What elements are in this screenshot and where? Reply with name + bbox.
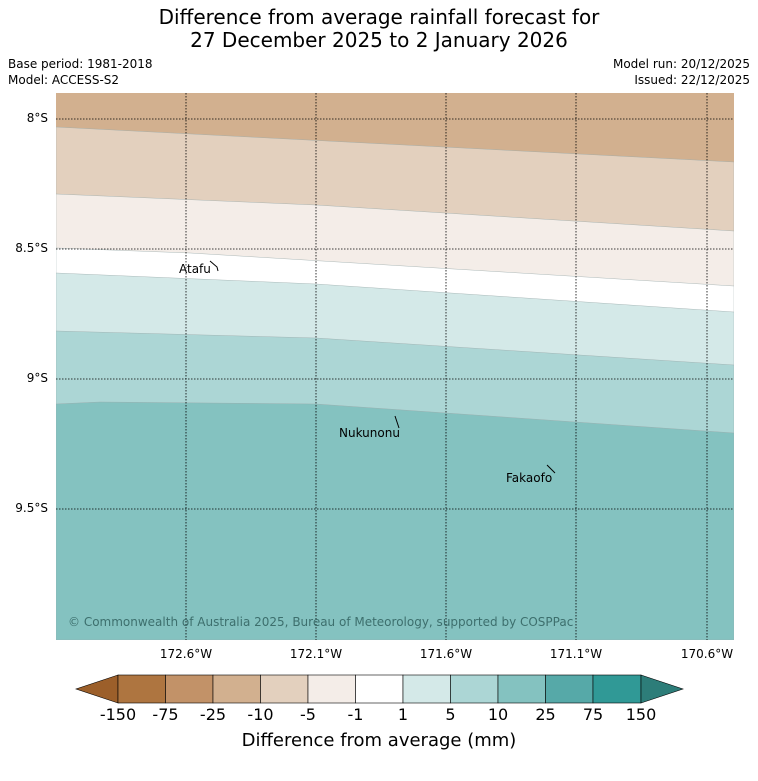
colorbar-segment-11 [592,674,642,704]
colorbar-segment-5 [307,674,356,704]
issued-date: Issued: 22/12/2025 [634,73,750,87]
lon-label-171-6w: 171.6°W [419,647,473,661]
lat-label-9s: 9°S [26,371,48,385]
colorbar-segment-6 [355,674,404,704]
colorbar [75,674,684,704]
colorbar-segment-1 [117,674,166,704]
graticule [56,93,734,640]
lat-label-8-5s: 8.5°S [15,241,48,255]
colorbar-segment-2 [165,674,214,704]
colorbar-high-arrow [640,674,684,704]
title-line-1: Difference from average rainfall forecas… [158,5,600,29]
lat-label-8s: 8°S [26,111,48,125]
lon-label-172-6w: 172.6°W [159,647,213,661]
colorbar-segment-7 [402,674,451,704]
lon-label-170-6w: 170.6°W [680,647,734,661]
colorbar-tick-1: -150 [99,705,137,724]
band-7 [56,401,734,640]
copyright-notice: © Commonwealth of Australia 2025, Bureau… [68,615,573,629]
place-label-nukunonu: Nukunonu [339,426,400,440]
place-label-fakaofo: Fakaofo [506,471,552,485]
colorbar-tick-8: 5 [445,705,456,724]
base-period: Base period: 1981-2018 [8,57,153,71]
model-run: Model run: 20/12/2025 [612,57,750,71]
title-line-2: 27 December 2025 to 2 January 2026 [190,28,568,52]
colorbar-tick-11: 75 [582,705,604,724]
colorbar-tick-4: -10 [247,705,274,724]
lon-label-171-1w: 171.1°W [549,647,603,661]
colorbar-tick-2: -75 [152,705,179,724]
colorbar-tick-12: 150 [625,705,657,724]
fakaofo-island [546,464,556,474]
place-label-atafu: Atafu [179,262,211,276]
colorbar-segment-9 [497,674,546,704]
colorbar-tick-3: -25 [199,705,227,724]
atafu-island [209,260,219,272]
colorbar-title: Difference from average (mm) [241,730,517,751]
colorbar-tick-6: -1 [347,705,364,724]
lon-label-172-1w: 172.1°W [289,647,343,661]
nukunonu-island [394,415,400,429]
colorbar-tick-7: 1 [397,705,409,724]
colorbar-segment-4 [260,674,309,704]
island-marks [209,260,556,474]
colorbar-segment-10 [545,674,594,704]
rainfall-map: Atafu Nukunonu Fakaofo © Commonwealth of… [56,93,734,640]
colorbar-segment-3 [212,674,261,704]
model-name: Model: ACCESS-S2 [8,73,120,87]
colorbar-low-arrow [75,674,119,704]
colorbar-tick-5: -5 [300,705,316,724]
lat-label-9-5s: 9.5°S [15,501,48,515]
colorbar-tick-10: 25 [535,705,556,724]
colorbar-segment-8 [450,674,499,704]
colorbar-tick-9: 10 [487,705,509,724]
